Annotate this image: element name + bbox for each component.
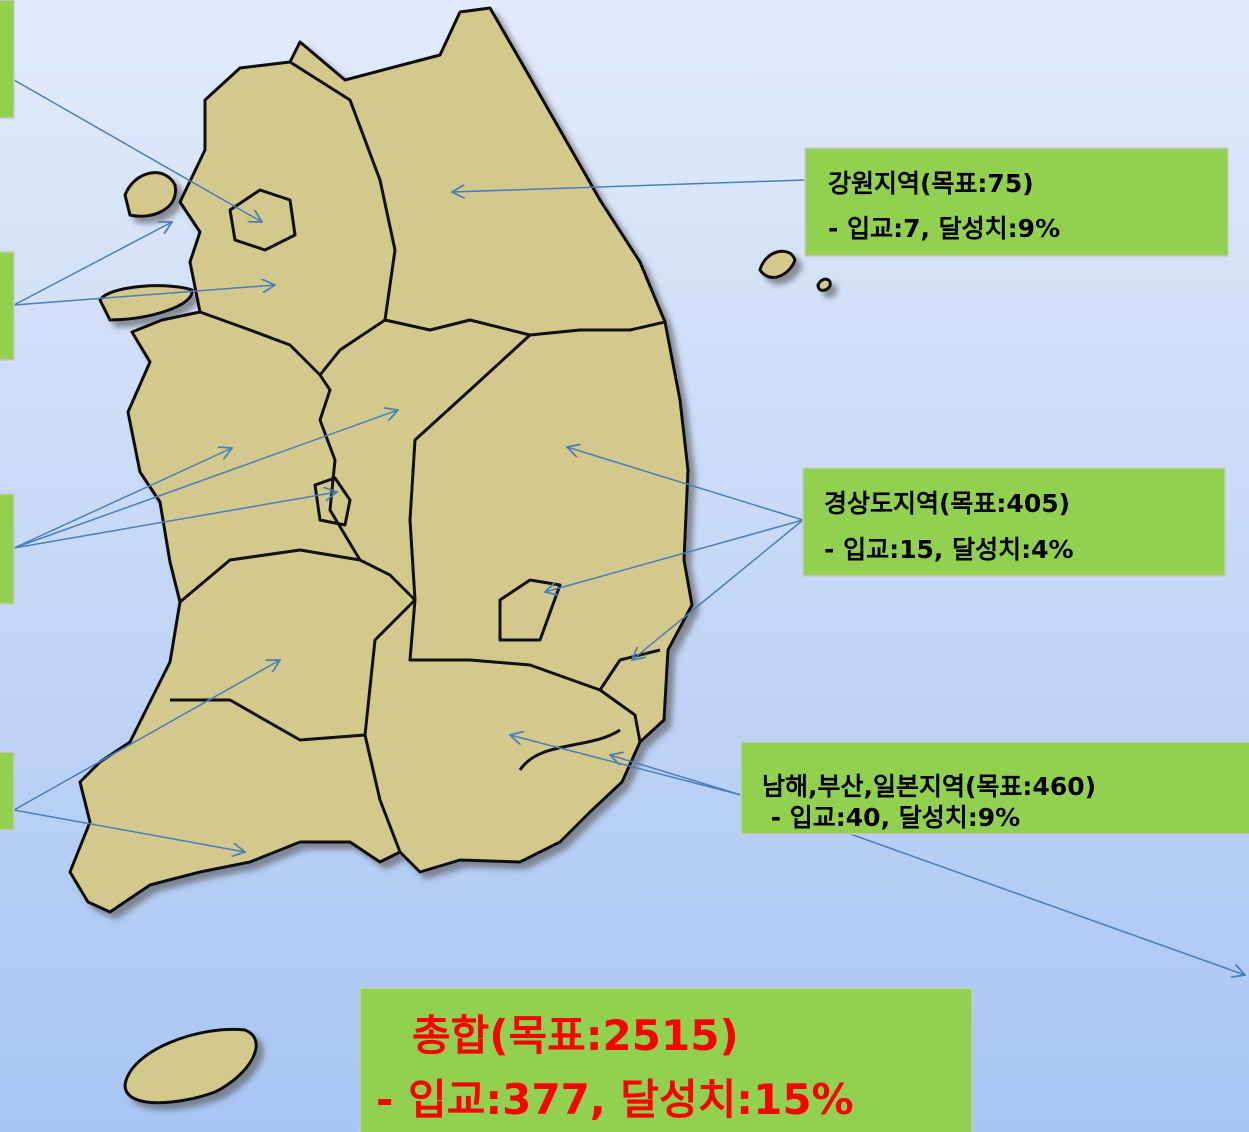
- label-gyeongsang: 경상도지역(목표:405) - 입교:15, 달성치:4%: [802, 467, 1226, 577]
- arrow: [13, 809, 245, 852]
- island-ulleung: [758, 249, 797, 279]
- label-detail: - 입교:7, 달성치:9%: [828, 214, 1060, 243]
- border: [318, 318, 386, 376]
- border: [289, 60, 666, 337]
- mainland: [68, 6, 694, 914]
- label-box: [804, 147, 1229, 257]
- arrow: [452, 179, 806, 192]
- label-box: [0, 493, 15, 605]
- arrow: [13, 79, 262, 222]
- border: [170, 598, 417, 742]
- island-west-1: [123, 171, 177, 218]
- arrow: [567, 447, 804, 521]
- total-box: 총합(목표:2515) - 입교:377, 달성치:15%: [359, 987, 973, 1132]
- total-detail: - 입교:377, 달성치:15%: [376, 1075, 854, 1124]
- border: [408, 333, 532, 601]
- border: [498, 578, 562, 642]
- label-gangwon: 강원지역(목표:75) - 입교:7, 달성치:9%: [804, 147, 1229, 257]
- arrow: [13, 492, 337, 549]
- arrow: [13, 222, 172, 306]
- arrow: [13, 285, 275, 306]
- label-box: [802, 467, 1226, 577]
- region-borders: [170, 60, 666, 853]
- label-title: 강원지역(목표:75): [828, 169, 1034, 198]
- total-title: 총합(목표:2515): [412, 1011, 739, 1060]
- arrow: [13, 660, 280, 811]
- island-west-2: [98, 284, 194, 322]
- label-detail: - 입교:40, 달성치:9%: [762, 803, 1020, 832]
- border: [179, 548, 361, 604]
- label-box: [740, 741, 1249, 835]
- arrow: [13, 410, 398, 549]
- arrow: [510, 735, 742, 796]
- label-detail: - 입교:15, 달성치:4%: [824, 535, 1074, 564]
- island-jeju: [123, 1027, 258, 1105]
- label-box: [359, 987, 973, 1132]
- border: [518, 728, 621, 771]
- label-box: [0, 751, 15, 831]
- arrow: [632, 519, 804, 660]
- label-title: 경상도지역(목표:405): [824, 489, 1070, 518]
- label-box: [0, 251, 15, 361]
- border: [363, 734, 402, 853]
- label-namhae: 남해,부산,일본지역(목표:460): [740, 741, 1249, 835]
- border: [598, 648, 661, 691]
- arrow: [545, 519, 804, 592]
- arrow: [13, 448, 232, 549]
- arrow: [610, 755, 742, 796]
- border: [228, 188, 297, 252]
- label-title: 남해,부산,일본지역(목표:460): [762, 772, 1096, 801]
- island-dokdo: [816, 277, 832, 292]
- label-box: [0, 0, 15, 119]
- map: [68, 6, 832, 1105]
- border: [313, 476, 352, 527]
